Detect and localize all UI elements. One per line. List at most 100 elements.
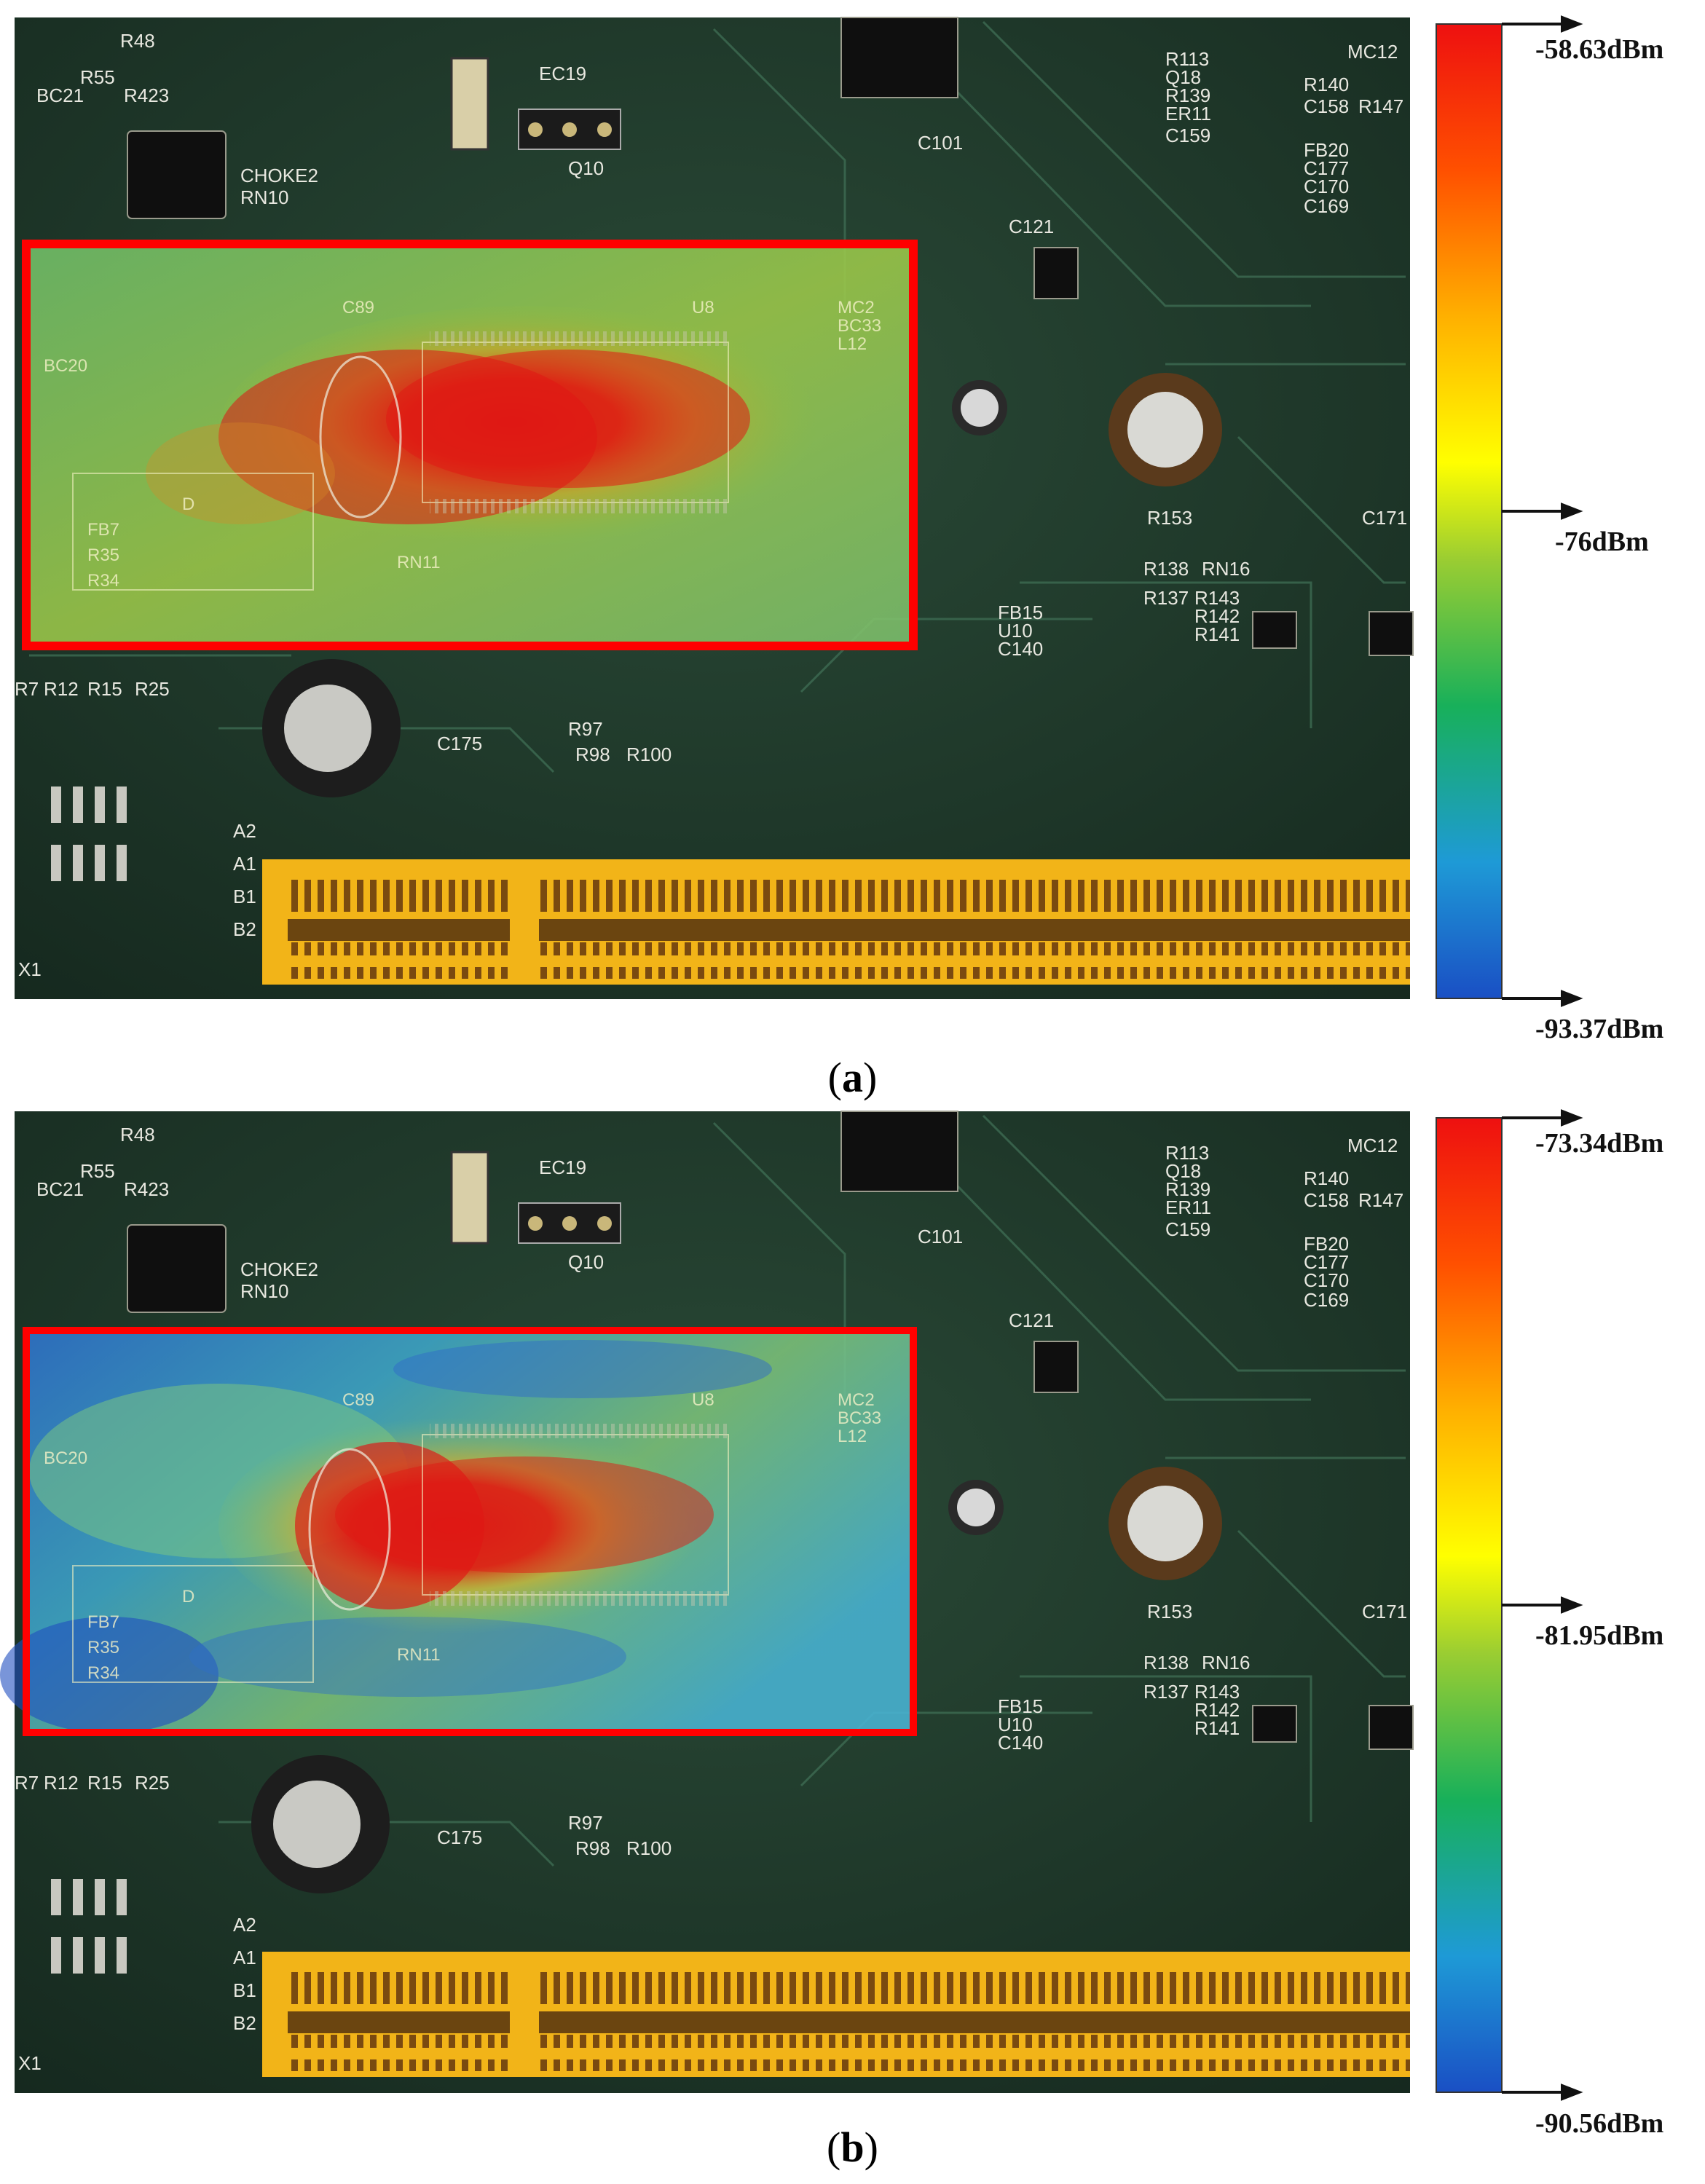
svg-text:MC12: MC12 bbox=[1347, 1135, 1398, 1156]
svg-text:C177: C177 bbox=[1304, 1251, 1349, 1273]
colorbar-a-max-label: -58.63dBm bbox=[1535, 34, 1663, 65]
svg-text:CHOKE2: CHOKE2 bbox=[240, 165, 318, 186]
colorbar-b-min-label: -90.56dBm bbox=[1535, 2108, 1663, 2139]
svg-text:FB7: FB7 bbox=[87, 520, 119, 540]
svg-text:C169: C169 bbox=[1304, 1289, 1349, 1311]
svg-text:R7: R7 bbox=[15, 678, 39, 700]
svg-text:C121: C121 bbox=[1009, 1309, 1054, 1331]
svg-text:X1: X1 bbox=[18, 2052, 42, 2074]
svg-text:C170: C170 bbox=[1304, 176, 1349, 197]
colorbar-b: -73.34dBm -81.95dBm -90.56dBm bbox=[1436, 1109, 1663, 2139]
svg-text:BC20: BC20 bbox=[44, 356, 87, 376]
panel-a-caption: (a) bbox=[827, 1054, 878, 1101]
svg-text:RN10: RN10 bbox=[240, 186, 288, 208]
svg-text:BC21: BC21 bbox=[36, 1178, 84, 1200]
svg-text:C159: C159 bbox=[1165, 125, 1210, 146]
svg-text:Q10: Q10 bbox=[568, 157, 604, 179]
svg-text:R35: R35 bbox=[87, 545, 119, 565]
svg-text:R113: R113 bbox=[1165, 48, 1209, 70]
pcb-photo-a: R48 R55 BC21 R423 CHOKE2 RN10 EC19 Q10 C… bbox=[15, 17, 1414, 999]
silkscreen-right-b: R153 R138 RN16 R137 R143 R142 R141 FB15 … bbox=[998, 1135, 1407, 1754]
svg-text:BC21: BC21 bbox=[36, 84, 84, 106]
svg-text:A2: A2 bbox=[233, 1914, 256, 1936]
svg-text:C171: C171 bbox=[1362, 1601, 1407, 1623]
svg-text:RN16: RN16 bbox=[1202, 1652, 1250, 1674]
electrolytic-capacitor-a1 bbox=[1109, 373, 1222, 486]
svg-text:R12: R12 bbox=[44, 678, 79, 700]
svg-text:C101: C101 bbox=[918, 132, 963, 154]
svg-text:C159: C159 bbox=[1165, 1218, 1210, 1240]
svg-text:R15: R15 bbox=[87, 678, 122, 700]
pcie-slot-a bbox=[262, 859, 1410, 985]
svg-text:A1: A1 bbox=[233, 1947, 256, 1968]
colorbar-a-mid-label: -76dBm bbox=[1555, 527, 1649, 557]
emission-heatmap-b: BC20 C89 U8 MC2 BC33 L12 D FB7 R35 R34 R… bbox=[0, 1330, 913, 1733]
svg-text:R113: R113 bbox=[1165, 1142, 1209, 1164]
svg-text:R55: R55 bbox=[80, 1160, 115, 1182]
svg-text:B2: B2 bbox=[233, 2012, 256, 2034]
silkscreen-top-b: R48 R55 BC21 R423 CHOKE2 RN10 EC19 Q10 C… bbox=[36, 1124, 1403, 1331]
svg-text:C175: C175 bbox=[437, 733, 482, 754]
svg-text:R25: R25 bbox=[135, 1772, 170, 1794]
svg-text:A1: A1 bbox=[233, 853, 256, 875]
svg-text:R97: R97 bbox=[568, 1812, 603, 1834]
svg-text:R55: R55 bbox=[80, 66, 115, 88]
svg-text:ER11: ER11 bbox=[1165, 103, 1211, 125]
svg-text:C171: C171 bbox=[1362, 507, 1407, 529]
svg-text:U8: U8 bbox=[692, 1390, 714, 1410]
svg-text:B2: B2 bbox=[233, 918, 256, 940]
svg-text:C175: C175 bbox=[437, 1826, 482, 1848]
svg-text:R48: R48 bbox=[120, 30, 155, 52]
svg-text:R34: R34 bbox=[87, 571, 119, 591]
svg-text:U8: U8 bbox=[692, 298, 714, 318]
svg-text:BC20: BC20 bbox=[44, 1448, 87, 1468]
svg-text:R137: R137 bbox=[1143, 1681, 1189, 1703]
silkscreen-bottom-b: R7 R12 R15 R25 C175 R97 R98 R100 A2 A1 B… bbox=[15, 1772, 672, 2074]
svg-text:L12: L12 bbox=[838, 334, 867, 354]
svg-text:R25: R25 bbox=[135, 678, 170, 700]
svg-text:R153: R153 bbox=[1147, 507, 1192, 529]
svg-text:R142: R142 bbox=[1194, 1699, 1240, 1721]
svg-text:FB7: FB7 bbox=[87, 1612, 119, 1632]
svg-text:R423: R423 bbox=[124, 84, 169, 106]
svg-text:R138: R138 bbox=[1143, 558, 1189, 580]
svg-text:C140: C140 bbox=[998, 638, 1043, 660]
svg-text:R139: R139 bbox=[1165, 1178, 1210, 1200]
colorbar-a-min-label: -93.37dBm bbox=[1535, 1014, 1663, 1044]
svg-text:X1: X1 bbox=[18, 958, 42, 980]
svg-text:A2: A2 bbox=[233, 820, 256, 842]
svg-text:R12: R12 bbox=[44, 1772, 79, 1794]
colorbar-b-mid-label: -81.95dBm bbox=[1535, 1620, 1663, 1651]
svg-text:Q18: Q18 bbox=[1165, 1160, 1201, 1182]
highlight-box-b bbox=[23, 1327, 917, 1736]
svg-text:C121: C121 bbox=[1009, 216, 1054, 237]
svg-text:C177: C177 bbox=[1304, 157, 1349, 179]
svg-text:C89: C89 bbox=[342, 298, 374, 318]
svg-text:R98: R98 bbox=[575, 744, 610, 765]
svg-text:B1: B1 bbox=[233, 886, 256, 907]
svg-text:R142: R142 bbox=[1194, 605, 1240, 627]
colorbar-a: -58.63dBm -76dBm -93.37dBm bbox=[1436, 15, 1663, 1044]
svg-text:R7: R7 bbox=[15, 1772, 39, 1794]
svg-text:U10: U10 bbox=[998, 620, 1033, 642]
svg-text:L12: L12 bbox=[838, 1427, 867, 1446]
svg-text:R153: R153 bbox=[1147, 1601, 1192, 1623]
svg-text:R35: R35 bbox=[87, 1638, 119, 1657]
silkscreen-bottom-a: R7 R12 R15 R25 C175 R97 R98 R100 A2 A1 B… bbox=[15, 678, 672, 980]
panel-b: R48 R55 BC21 R423 CHOKE2 RN10 EC19 Q10 C… bbox=[0, 1109, 1663, 2139]
svg-text:EC19: EC19 bbox=[539, 1156, 586, 1178]
svg-text:R423: R423 bbox=[124, 1178, 169, 1200]
electrolytic-capacitor-b1 bbox=[1109, 1467, 1222, 1580]
electrolytic-capacitor-a2 bbox=[262, 659, 401, 797]
svg-text:R147: R147 bbox=[1358, 1189, 1403, 1211]
svg-text:MC12: MC12 bbox=[1347, 41, 1398, 63]
silkscreen-right-a: R153 R138 RN16 R137 R143 R142 R141 FB15 … bbox=[998, 41, 1407, 660]
svg-text:R141: R141 bbox=[1194, 1717, 1240, 1739]
svg-text:BC33: BC33 bbox=[838, 1408, 881, 1428]
panel-a: R48 R55 BC21 R423 CHOKE2 RN10 EC19 Q10 C… bbox=[15, 15, 1663, 1044]
svg-text:RN10: RN10 bbox=[240, 1280, 288, 1302]
highlight-box-a bbox=[22, 240, 918, 650]
colorbar-b-max-label: -73.34dBm bbox=[1535, 1128, 1663, 1159]
emission-heatmap-a: BC20 C89 U8 MC2 BC33 L12 D FB7 R35 R34 R… bbox=[26, 244, 913, 646]
